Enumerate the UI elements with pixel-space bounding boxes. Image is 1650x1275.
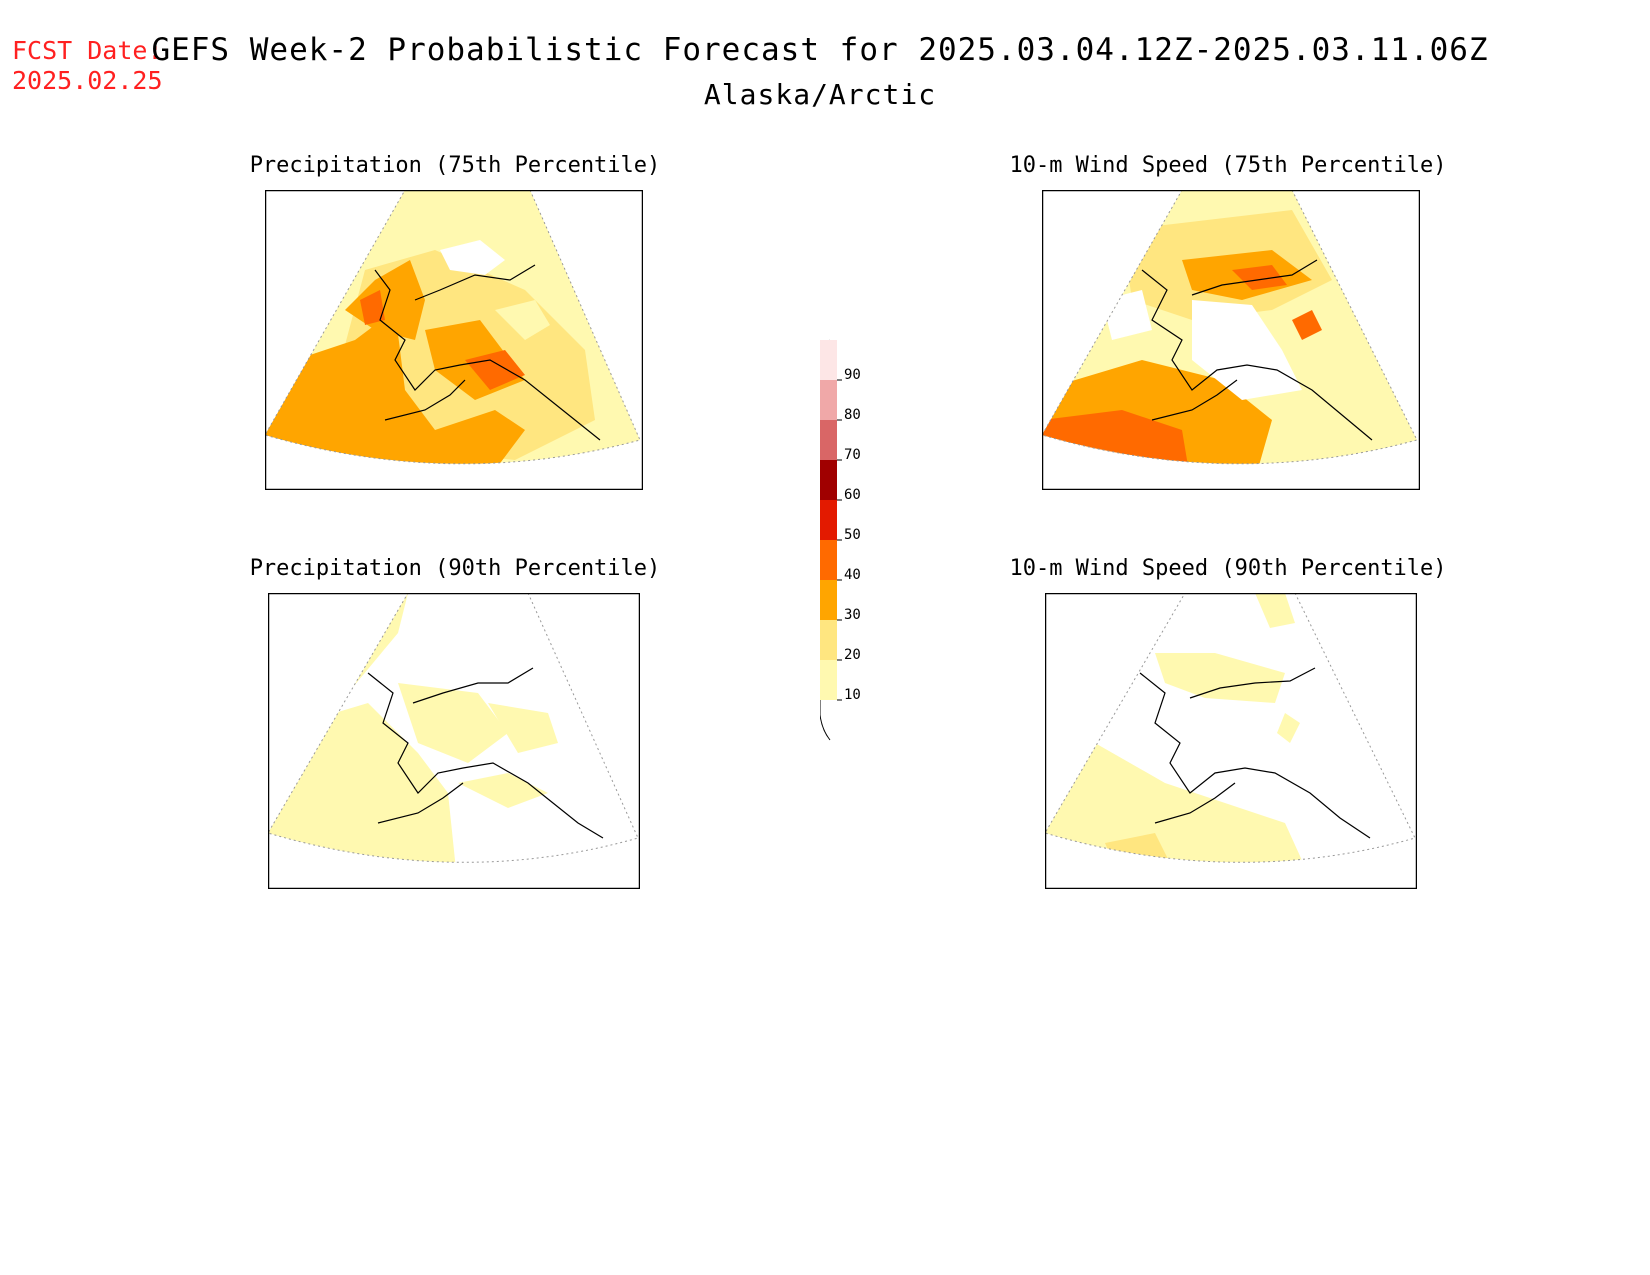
colorbar-label: 90 — [844, 367, 861, 383]
colorbar-label: 80 — [844, 407, 861, 423]
map-wind-90 — [1045, 593, 1417, 889]
page-title: GEFS Week-2 Probabilistic Forecast for 2… — [151, 32, 1489, 68]
panel-title-precip-75: Precipitation (75th Percentile) — [249, 153, 661, 178]
colorbar-swatch — [820, 380, 837, 420]
map-precip-90 — [268, 593, 640, 889]
colorbar: 10 20 30 40 50 60 70 80 90 — [820, 335, 880, 745]
colorbar-swatch — [820, 420, 837, 460]
forecast-date-label: FCST Date: — [12, 36, 163, 65]
colorbar-swatch — [820, 540, 837, 580]
forecast-date-value: 2025.02.25 — [12, 66, 163, 95]
forecast-date-block: FCST Date: 2025.02.25 — [12, 36, 163, 96]
panel-title-precip-90: Precipitation (90th Percentile) — [249, 556, 661, 581]
colorbar-label: 50 — [844, 527, 861, 543]
colorbar-label: 70 — [844, 447, 861, 463]
panel-title-wind-90: 10-m Wind Speed (90th Percentile) — [1009, 556, 1447, 581]
colorbar-label: 60 — [844, 487, 861, 503]
colorbar-swatch — [820, 580, 837, 620]
colorbar-label: 10 — [844, 687, 861, 703]
map-wind-75 — [1042, 190, 1420, 490]
colorbar-swatch — [820, 340, 837, 380]
colorbar-swatch — [820, 500, 837, 540]
page-subtitle: Alaska/Arctic — [703, 78, 937, 111]
panel-title-wind-75: 10-m Wind Speed (75th Percentile) — [1009, 153, 1447, 178]
colorbar-label: 30 — [844, 607, 861, 623]
colorbar-swatch — [820, 460, 837, 500]
colorbar-swatch — [820, 660, 837, 700]
colorbar-label: 40 — [844, 567, 861, 583]
colorbar-swatch — [820, 620, 837, 660]
map-precip-75 — [265, 190, 643, 490]
colorbar-label: 20 — [844, 647, 861, 663]
